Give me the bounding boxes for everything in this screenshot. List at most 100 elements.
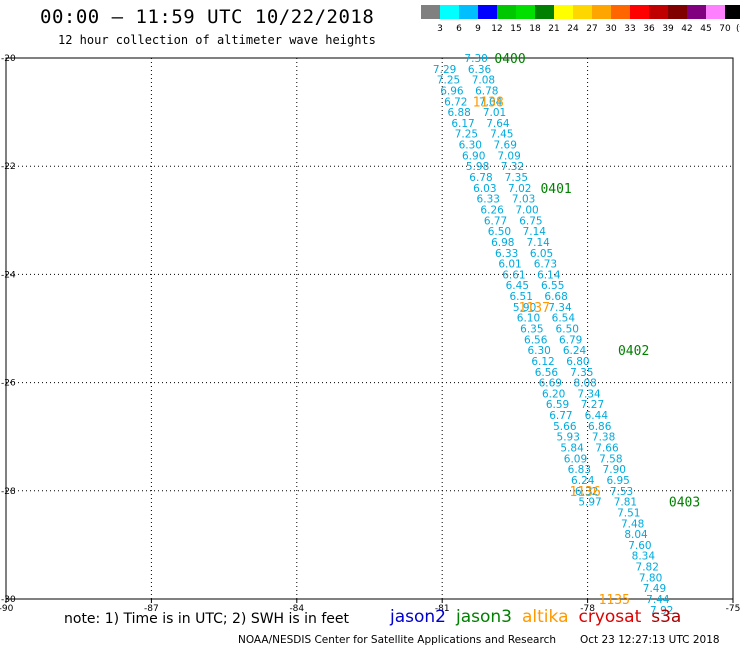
swh-value-label: 7.49 <box>643 583 666 595</box>
swh-value-label: 6.05 <box>530 248 553 260</box>
swh-value-label: 6.75 <box>519 215 542 227</box>
swh-value-label: 6.12 <box>531 356 554 368</box>
swh-value-label: 7.09 <box>497 150 520 162</box>
swh-value-label: 6.33 <box>477 194 500 206</box>
swh-value-label: 7.14 <box>526 237 550 249</box>
color-scale-tick: 18 <box>529 24 541 34</box>
color-scale-tick: 3 <box>437 24 443 34</box>
swh-value-label: 7.34 <box>548 302 572 314</box>
color-swatch <box>706 5 725 19</box>
y-tick-label: -22 <box>1 162 16 172</box>
x-tick-label: -87 <box>144 604 159 614</box>
x-tick-label: -90 <box>0 604 14 614</box>
swh-value-label: 7.80 <box>639 572 662 584</box>
legend-entry-jason3: jason3 <box>456 607 512 627</box>
swh-value-label: 6.56 <box>535 367 559 379</box>
swh-value-label: 7.38 <box>592 432 615 444</box>
color-swatch <box>516 5 535 19</box>
swh-value-label: 6.33 <box>495 248 518 260</box>
swh-value-label: 7.66 <box>595 443 619 455</box>
pass-time-label: 0403 <box>669 496 700 511</box>
color-scale-tick: 24 <box>567 24 579 34</box>
color-swatch <box>554 5 573 19</box>
swh-value-label: 6.54 <box>552 313 576 325</box>
chart-title: 00:00 – 11:59 UTC 10/22/2018 <box>40 6 375 28</box>
color-scale-tick: 6 <box>456 24 462 34</box>
swh-value-label: 5.97 <box>578 497 601 509</box>
swh-value-label: 7.92 <box>650 605 673 617</box>
pass-time-label: 0401 <box>540 182 571 197</box>
swh-value-label: 7.90 <box>603 464 626 476</box>
swh-value-label: 7.29 <box>433 64 456 76</box>
swh-value-label: 5.90 <box>513 302 536 314</box>
pass-time-label: 1138 <box>473 95 504 110</box>
swh-value-label: 6.61 <box>502 269 525 281</box>
swh-value-label: 6.17 <box>451 118 474 130</box>
swh-value-label: 6.55 <box>541 280 564 292</box>
y-tick-label: -28 <box>1 487 16 497</box>
swh-value-label: 5.84 <box>560 443 584 455</box>
color-swatch <box>592 5 611 19</box>
swh-value-label: 7.69 <box>494 140 517 152</box>
swh-value-label: 5.93 <box>557 432 580 444</box>
swh-value-label: 6.80 <box>566 356 589 368</box>
swh-value-label: 6.90 <box>462 150 485 162</box>
swh-value-label: 6.26 <box>480 204 504 216</box>
color-swatch <box>440 5 459 19</box>
pass-time-label: 0402 <box>618 344 649 359</box>
legend-entry-cryosat: cryosat <box>578 607 642 627</box>
color-swatch <box>497 5 516 19</box>
swh-value-label: 6.78 <box>475 85 498 97</box>
satellite-legend: jason2 jason3 altika cryosat s3a <box>390 607 691 627</box>
color-swatch <box>478 5 497 19</box>
color-swatch <box>459 5 478 19</box>
swh-value-label: 6.20 <box>542 388 565 400</box>
swh-value-label: 6.68 <box>544 291 567 303</box>
color-swatch <box>573 5 592 19</box>
swh-value-label: 7.25 <box>455 129 478 141</box>
legend-entry-jason2: jason2 <box>390 607 446 627</box>
swh-value-label: 7.32 <box>501 161 524 173</box>
swh-value-label: 6.77 <box>484 215 507 227</box>
color-swatch <box>535 5 554 19</box>
swh-value-label: 6.96 <box>440 85 464 97</box>
swh-value-label: 7.27 <box>581 399 604 411</box>
swh-value-label: 6.50 <box>556 324 579 336</box>
swh-value-label: 6.69 <box>539 378 562 390</box>
color-swatch <box>687 5 706 19</box>
swh-value-label: 5.66 <box>553 421 577 433</box>
swh-value-label: 6.03 <box>473 183 496 195</box>
x-tick-label: -81 <box>435 604 450 614</box>
swh-value-label: 6.24 <box>571 475 595 487</box>
swh-value-label: 6.36 <box>468 64 492 76</box>
pass-time-label: 1136 <box>570 485 601 500</box>
swh-value-label: 6.24 <box>563 345 587 357</box>
swh-value-label: 7.08 <box>472 75 495 87</box>
color-swatch <box>649 5 668 19</box>
swh-value-label: 6.50 <box>488 226 511 238</box>
swh-value-label: 6.56 <box>524 334 548 346</box>
y-tick-label: -30 <box>1 595 16 605</box>
swh-value-label: 6.10 <box>517 313 540 325</box>
swh-value-label: 6.09 <box>564 453 587 465</box>
swh-value-label: 6.86 <box>588 421 612 433</box>
swh-value-label: 6.95 <box>606 475 629 487</box>
swh-value-label: 7.35 <box>570 367 593 379</box>
swh-value-label: 6.44 <box>585 410 609 422</box>
swh-value-label: 6.73 <box>534 259 557 271</box>
legend-entry-altika: altika <box>522 607 569 627</box>
legend-entry-s3a: s3a <box>651 607 682 627</box>
color-swatch <box>611 5 630 19</box>
y-tick-label: -24 <box>1 270 16 280</box>
swh-value-label: 7.64 <box>486 118 510 130</box>
swh-value-label: 6.78 <box>469 172 492 184</box>
swh-value-label: 8.08 <box>573 378 596 390</box>
plot-frame <box>5 57 734 600</box>
color-swatch <box>421 5 440 19</box>
x-tick-label: -75 <box>726 604 740 614</box>
swh-value-label: 7.58 <box>599 453 622 465</box>
swh-value-label: 6.35 <box>520 324 543 336</box>
swh-value-label: 6.01 <box>498 259 521 271</box>
color-swatch <box>630 5 649 19</box>
